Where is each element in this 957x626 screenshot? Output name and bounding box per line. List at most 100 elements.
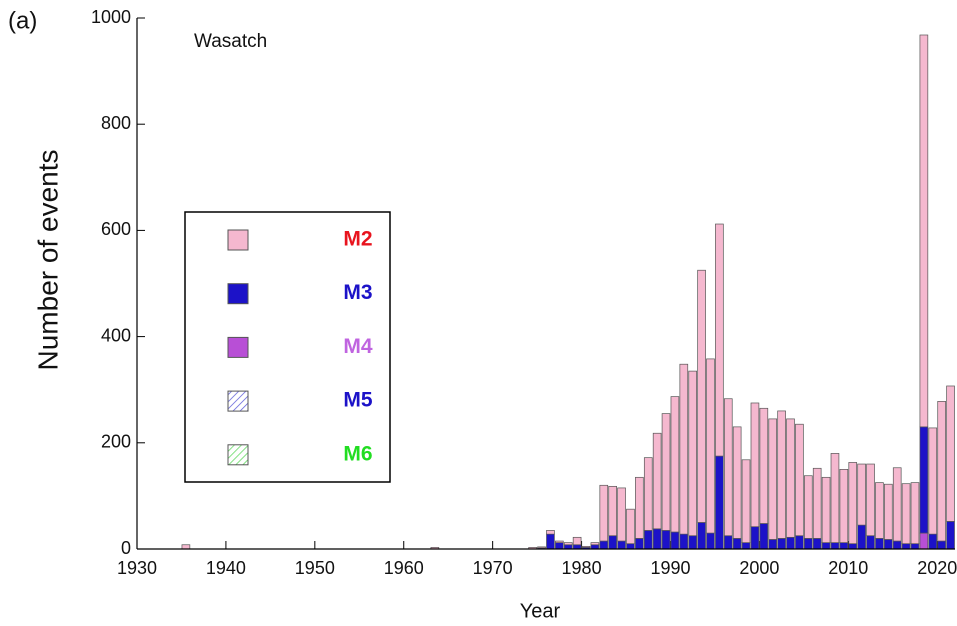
bar-segment — [875, 482, 884, 539]
bar-segment — [599, 540, 609, 550]
x-tick-label: 1980 — [562, 558, 602, 578]
bar-segment — [590, 542, 600, 546]
bar-segment — [892, 467, 902, 542]
bar-segment — [795, 535, 804, 550]
bar-segment — [590, 544, 600, 550]
bar-segment — [563, 542, 573, 546]
legend-swatch — [227, 444, 249, 466]
bar-segment — [795, 423, 804, 537]
bar-segment — [848, 462, 858, 545]
bar-segment — [910, 543, 920, 550]
bar-segment — [848, 543, 858, 550]
bar-segment — [830, 542, 840, 550]
legend-label: M6 — [343, 442, 372, 465]
bar-segment — [777, 410, 786, 539]
x-tick-label: 1970 — [473, 558, 513, 578]
bar-segment — [919, 34, 929, 428]
bar-segment — [661, 413, 671, 531]
x-tick-label: 2020 — [917, 558, 957, 578]
legend-label: M3 — [343, 281, 372, 304]
bar-segment — [706, 532, 715, 550]
legend-label: M5 — [343, 389, 372, 412]
bar-segment — [635, 538, 644, 550]
bar-segment — [919, 426, 929, 534]
bar-segment — [643, 530, 653, 550]
bar-segment — [821, 542, 831, 550]
bar-segment — [759, 407, 769, 524]
bar-segment — [803, 475, 813, 539]
bar-segment — [608, 485, 617, 537]
bar-segment — [670, 396, 680, 533]
bar-segment — [812, 538, 822, 550]
bar-segment — [786, 536, 795, 550]
bar-segment — [892, 540, 902, 550]
bar-segment — [777, 538, 786, 550]
bar-segment — [741, 542, 751, 550]
bar-segment — [928, 533, 938, 550]
bar-segment — [563, 544, 573, 550]
bar-segment — [652, 432, 662, 530]
y-axis-title: Number of events — [32, 150, 63, 371]
x-tick-label: 1990 — [650, 558, 690, 578]
bar-segment — [546, 533, 555, 550]
legend-swatch — [227, 390, 249, 412]
bar-segment — [599, 484, 609, 542]
y-tick-label: 600 — [101, 219, 131, 239]
bar-segment — [181, 544, 191, 550]
bar-segment — [697, 522, 706, 550]
bar-segment — [821, 476, 831, 543]
bar-segment — [581, 545, 591, 548]
x-axis-title: Year — [520, 600, 561, 622]
bar-segment — [732, 538, 742, 550]
bar-segment — [928, 427, 938, 535]
bar-segment — [759, 523, 769, 550]
legend-swatch — [227, 336, 249, 358]
bar-segment — [750, 526, 760, 550]
x-tick-label: 1940 — [206, 558, 246, 578]
bar-segment — [635, 476, 644, 539]
bar-segment — [670, 531, 680, 550]
bar-segment — [697, 269, 706, 523]
bar-segment — [617, 487, 626, 542]
bar-segment — [608, 535, 617, 550]
bar-segment — [732, 426, 742, 539]
x-tick-label: 2010 — [828, 558, 868, 578]
x-tick-label: 1930 — [117, 558, 157, 578]
bar-segment — [626, 508, 635, 545]
bar-segment — [741, 459, 751, 543]
bar-segment — [768, 418, 778, 540]
bar-segment — [679, 363, 689, 535]
y-tick-label: 400 — [101, 325, 131, 345]
bar-segment — [803, 538, 813, 550]
bar-segment — [786, 418, 795, 538]
bar-segment — [910, 482, 920, 545]
bar-segment — [937, 401, 946, 542]
bar-segment — [626, 543, 635, 550]
bar-segment — [937, 540, 946, 550]
bar-segment — [617, 540, 626, 550]
bar-segment — [715, 223, 724, 457]
bar-segment — [866, 535, 875, 550]
legend-swatch — [227, 229, 249, 251]
bar-segment — [884, 483, 893, 540]
bar-segment — [866, 463, 875, 537]
bar-segment — [706, 358, 715, 534]
x-tick-label: 1950 — [295, 558, 335, 578]
bar-segment — [555, 540, 564, 543]
bar-segment — [919, 532, 929, 550]
bar-segment — [768, 539, 778, 550]
panel-label: (a) — [8, 7, 37, 34]
x-tick-label: 1960 — [384, 558, 424, 578]
y-tick-label: 0 — [121, 538, 131, 558]
bar-segment — [901, 483, 911, 545]
bar-segment — [857, 463, 866, 526]
bar-segment — [688, 535, 698, 550]
bar-segment — [884, 539, 893, 550]
bar-segment — [715, 455, 724, 550]
bar-segment — [839, 542, 849, 550]
bar-segment — [537, 546, 546, 549]
bar-segment — [812, 467, 822, 539]
bar-segment — [857, 524, 866, 550]
bar-segment — [555, 542, 564, 550]
